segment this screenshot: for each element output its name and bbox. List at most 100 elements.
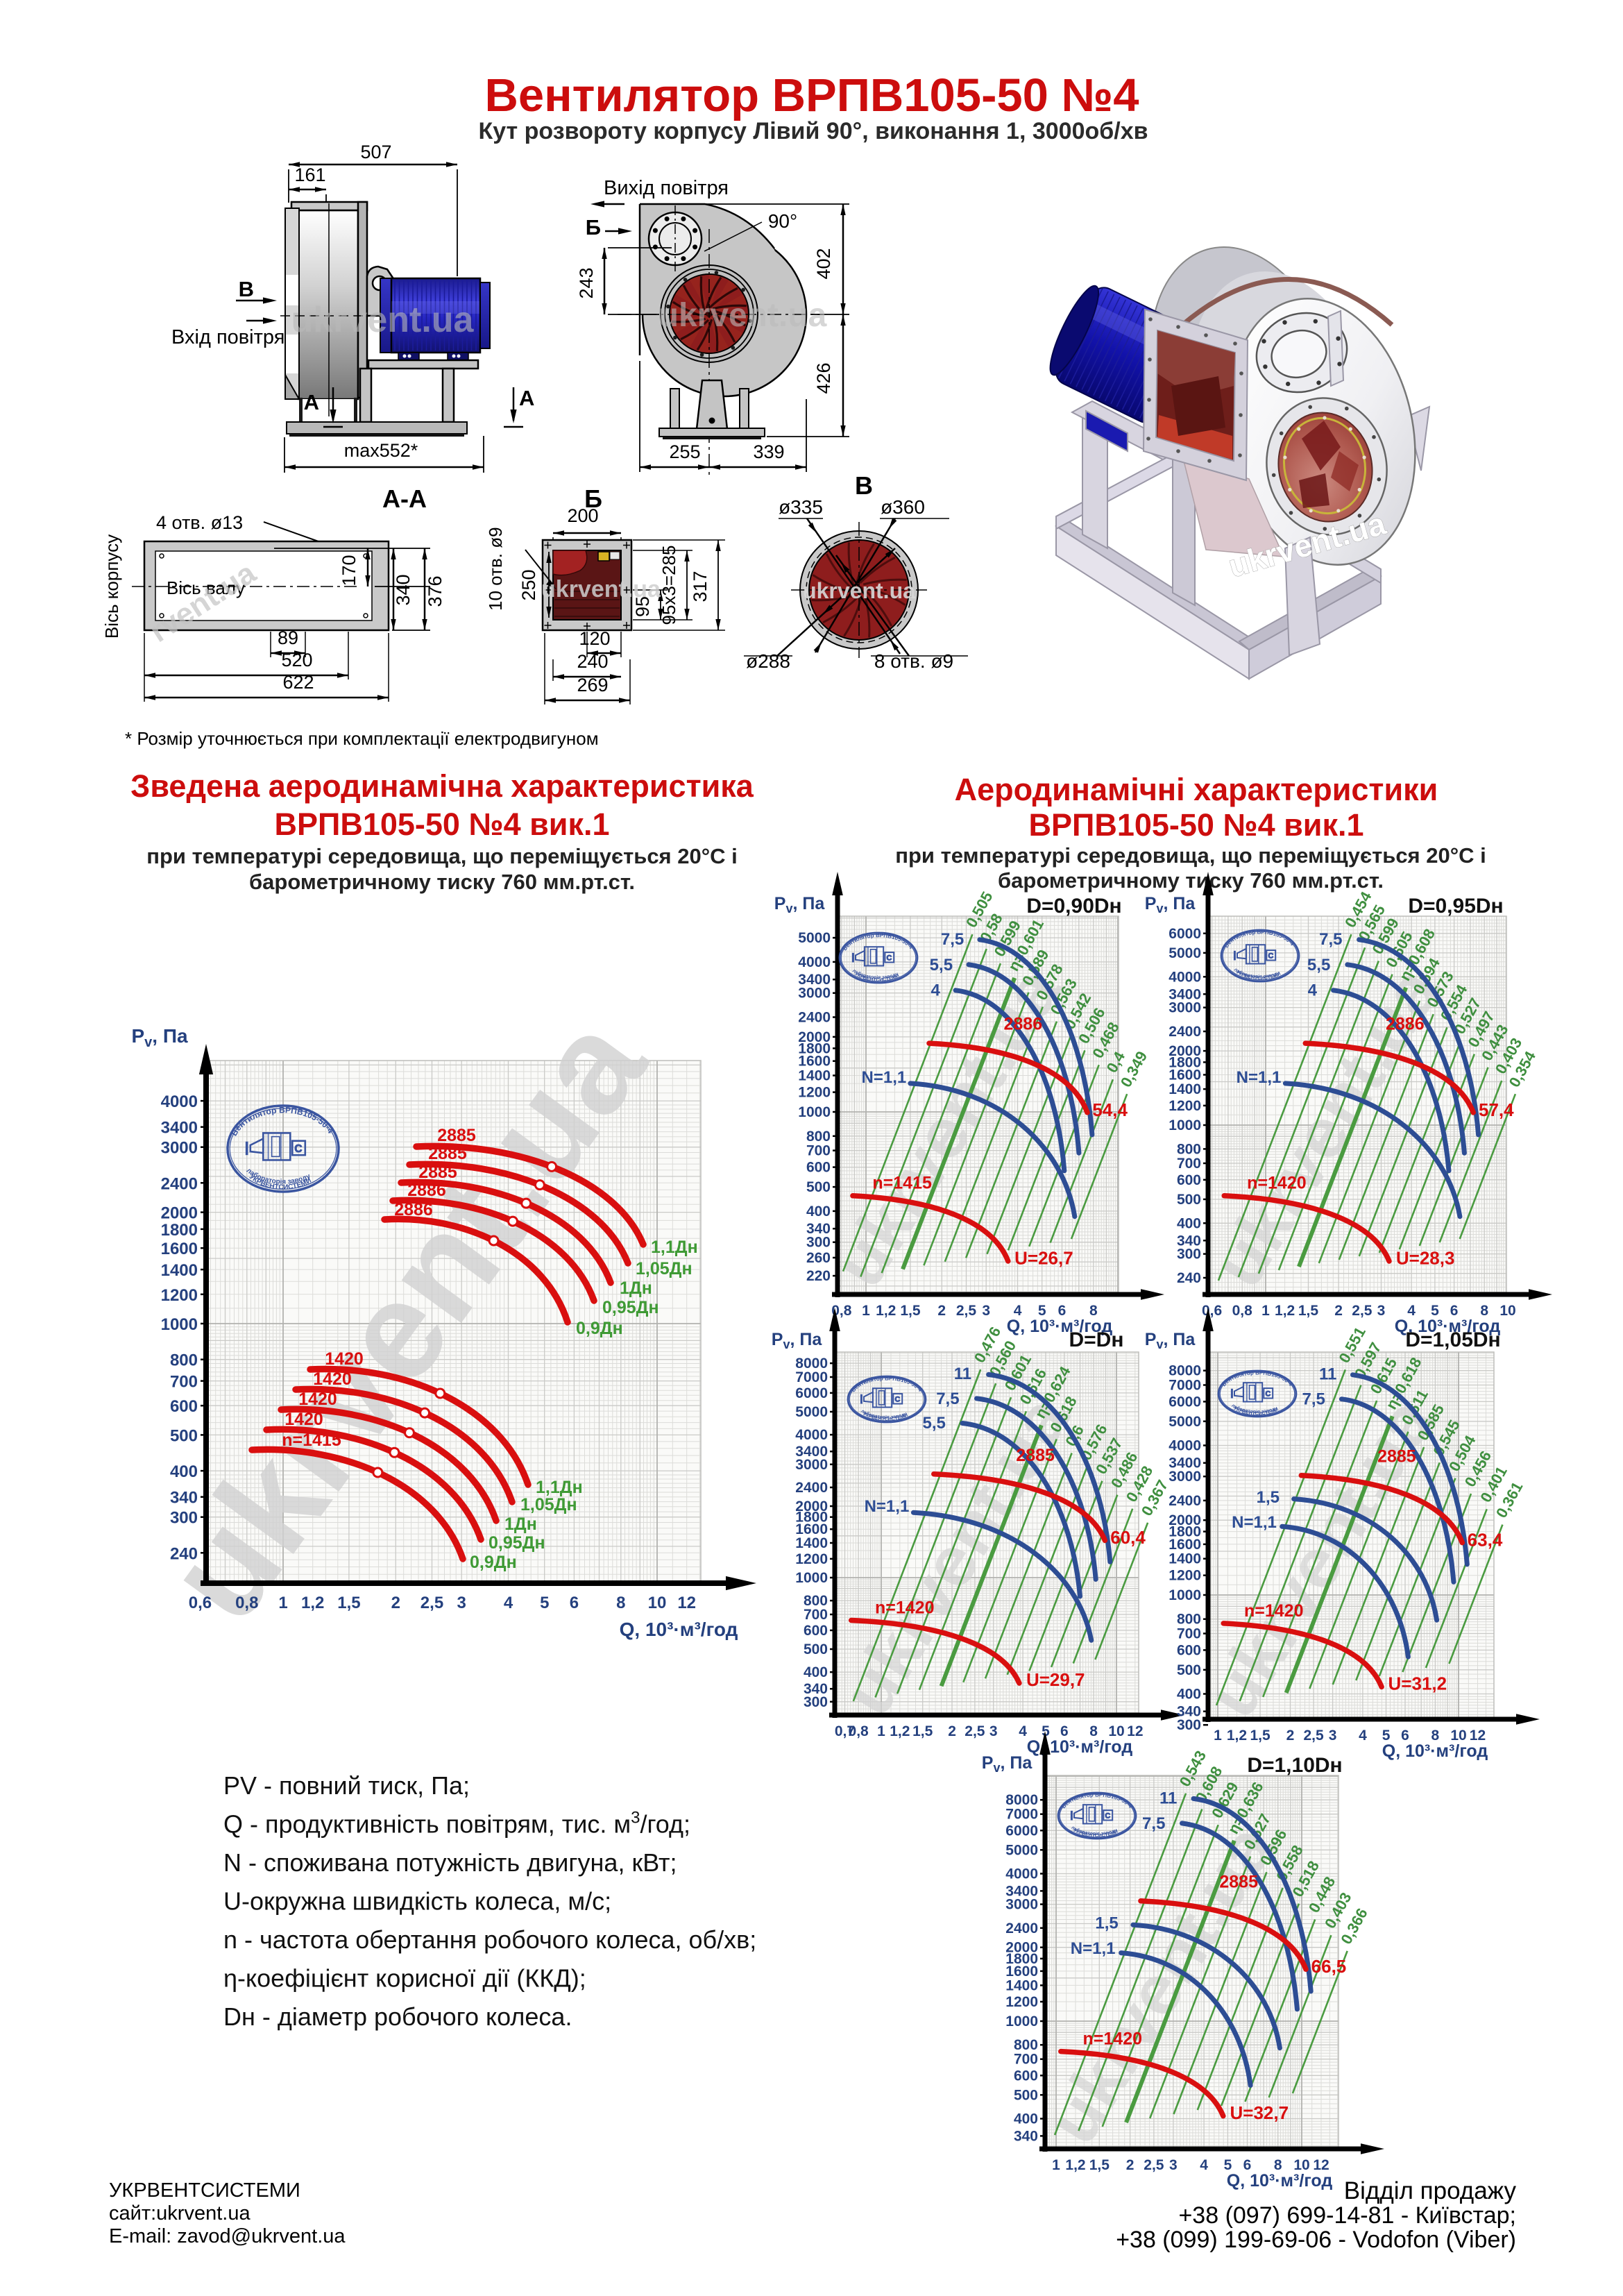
- svg-text:5000: 5000: [798, 930, 831, 946]
- svg-text:700: 700: [1014, 2052, 1038, 2068]
- svg-text:3: 3: [1329, 1728, 1337, 1744]
- svg-text:1Дн: 1Дн: [620, 1278, 652, 1298]
- svg-text:2000: 2000: [161, 1204, 198, 1223]
- svg-text:161: 161: [294, 164, 325, 185]
- svg-text:6000: 6000: [1169, 926, 1201, 942]
- svg-text:E-mail: zavod@ukrvent.ua: E-mail: zavod@ukrvent.ua: [109, 2225, 346, 2247]
- svg-text:11: 11: [1319, 1365, 1336, 1384]
- svg-text:Pv, Па: Pv, Па: [772, 1330, 823, 1351]
- svg-text:7,5: 7,5: [1302, 1390, 1325, 1409]
- svg-text:2400: 2400: [161, 1174, 198, 1193]
- svg-text:426: 426: [813, 362, 834, 394]
- svg-text:700: 700: [806, 1143, 831, 1159]
- svg-text:400: 400: [806, 1204, 831, 1219]
- svg-text:400: 400: [1177, 1215, 1201, 1231]
- svg-text:1600: 1600: [795, 1521, 828, 1537]
- svg-text:Б: Б: [584, 484, 602, 513]
- svg-text:1,5: 1,5: [1298, 1303, 1319, 1319]
- svg-text:Pv, Па: Pv, Па: [1145, 1330, 1196, 1351]
- svg-text:700: 700: [804, 1607, 828, 1623]
- svg-text:243: 243: [576, 267, 597, 298]
- svg-text:600: 600: [170, 1397, 198, 1416]
- svg-text:1800: 1800: [798, 1040, 831, 1056]
- svg-text:C: C: [294, 1143, 302, 1155]
- svg-text:3000: 3000: [795, 1457, 828, 1473]
- svg-text:3400: 3400: [1005, 1883, 1038, 1899]
- svg-text:1,5: 1,5: [912, 1723, 933, 1739]
- svg-text:8: 8: [1089, 1723, 1098, 1739]
- svg-text:12: 12: [1127, 1723, 1143, 1739]
- svg-text:4: 4: [1014, 1303, 1022, 1319]
- svg-text:8: 8: [616, 1594, 625, 1612]
- svg-text:402: 402: [813, 248, 834, 279]
- svg-text:400: 400: [1014, 2111, 1038, 2127]
- svg-text:5000: 5000: [795, 1404, 828, 1420]
- svg-text:10: 10: [1499, 1303, 1515, 1319]
- svg-text:1200: 1200: [161, 1286, 198, 1305]
- svg-text:1,2: 1,2: [1227, 1728, 1247, 1744]
- svg-text:2000: 2000: [795, 1499, 828, 1514]
- svg-text:3: 3: [1169, 2157, 1178, 2173]
- svg-text:4: 4: [1359, 1728, 1367, 1744]
- svg-text:340: 340: [1177, 1233, 1201, 1249]
- svg-text:800: 800: [170, 1351, 198, 1370]
- svg-text:Кут розвороту корпусу Лівий 90: Кут розвороту корпусу Лівий 90°, виконан…: [478, 118, 1148, 144]
- svg-text:622: 622: [282, 672, 314, 693]
- svg-text:8000: 8000: [1005, 1792, 1038, 1808]
- svg-text:2,5: 2,5: [1352, 1303, 1373, 1319]
- svg-text:ВРПВ105-50 №4 вик.1: ВРПВ105-50 №4 вик.1: [274, 807, 609, 842]
- svg-text:520: 520: [281, 650, 312, 670]
- svg-text:1: 1: [278, 1594, 287, 1612]
- svg-text:500: 500: [1014, 2087, 1038, 2103]
- svg-text:* Розмір уточнюється при компл: * Розмір уточнюється при комплектації ел…: [125, 728, 599, 749]
- svg-text:Зведена аеродинамічна характер: Зведена аеродинамічна характеристика: [130, 768, 754, 804]
- svg-text:2000: 2000: [1005, 1940, 1038, 1956]
- svg-text:2885: 2885: [1377, 1447, 1416, 1467]
- svg-text:N=1,1: N=1,1: [1232, 1513, 1277, 1532]
- svg-text:N=1,1: N=1,1: [862, 1068, 907, 1087]
- svg-text:4: 4: [504, 1594, 513, 1612]
- svg-text:2400: 2400: [1169, 1493, 1201, 1509]
- svg-text:1000: 1000: [1169, 1117, 1201, 1133]
- svg-text:5000: 5000: [1169, 945, 1201, 961]
- svg-text:N=1,1: N=1,1: [1237, 1068, 1282, 1087]
- svg-text:12: 12: [1313, 2157, 1329, 2173]
- svg-text:1,5: 1,5: [337, 1594, 360, 1612]
- svg-text:1000: 1000: [798, 1104, 831, 1120]
- svg-text:n=1420: n=1420: [1083, 2029, 1143, 2048]
- svg-text:170: 170: [339, 555, 359, 586]
- svg-text:1400: 1400: [798, 1068, 831, 1084]
- svg-text:2: 2: [391, 1594, 400, 1612]
- svg-text:800: 800: [806, 1129, 831, 1145]
- svg-text:Pv, Па: Pv, Па: [774, 894, 826, 915]
- svg-text:600: 600: [1177, 1642, 1201, 1658]
- svg-text:340: 340: [1014, 2128, 1038, 2144]
- svg-text:300: 300: [806, 1235, 831, 1251]
- svg-text:600: 600: [804, 1623, 828, 1639]
- svg-text:1800: 1800: [1169, 1524, 1201, 1540]
- svg-text:10 отв. ø9: 10 отв. ø9: [485, 527, 506, 611]
- svg-text:А: А: [304, 390, 319, 414]
- svg-text:300: 300: [1177, 1717, 1201, 1733]
- svg-text:1,2: 1,2: [890, 1723, 910, 1739]
- svg-text:D=Dн: D=Dн: [1069, 1328, 1124, 1351]
- svg-text:Б: Б: [586, 215, 601, 239]
- svg-text:1,05Дн: 1,05Дн: [636, 1259, 692, 1278]
- svg-text:500: 500: [170, 1426, 198, 1445]
- svg-text:255: 255: [669, 441, 700, 462]
- svg-text:U-окружна швидкість колеса, м/: U-окружна швидкість колеса, м/с;: [223, 1887, 611, 1916]
- svg-text:+38 (099) 199-69-06 - Vodofon: +38 (099) 199-69-06 - Vodofon (Viber): [1116, 2227, 1516, 2253]
- svg-text:120: 120: [579, 628, 610, 649]
- svg-text:500: 500: [1177, 1192, 1201, 1208]
- svg-text:6: 6: [1243, 2157, 1252, 2173]
- svg-text:А: А: [519, 386, 534, 410]
- svg-text:1,2: 1,2: [301, 1594, 324, 1612]
- svg-text:U=32,7: U=32,7: [1230, 2102, 1289, 2123]
- svg-text:6: 6: [1058, 1303, 1067, 1319]
- svg-text:8: 8: [1431, 1728, 1440, 1744]
- svg-text:0,95Дн: 0,95Дн: [602, 1298, 659, 1317]
- svg-text:1000: 1000: [795, 1570, 828, 1586]
- svg-text:1400: 1400: [1169, 1081, 1201, 1097]
- svg-text:8 отв. ø9: 8 отв. ø9: [874, 650, 953, 672]
- svg-text:3400: 3400: [795, 1444, 828, 1460]
